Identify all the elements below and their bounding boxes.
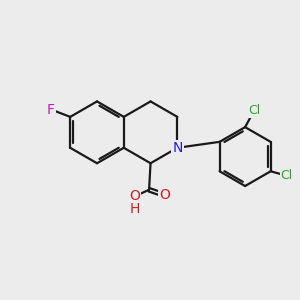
Text: O: O	[130, 189, 140, 203]
Text: N: N	[172, 141, 182, 155]
Text: Cl: Cl	[248, 104, 260, 117]
Text: F: F	[47, 103, 55, 116]
Text: O: O	[159, 188, 170, 202]
Text: Cl: Cl	[281, 169, 293, 182]
Text: H: H	[129, 202, 140, 216]
